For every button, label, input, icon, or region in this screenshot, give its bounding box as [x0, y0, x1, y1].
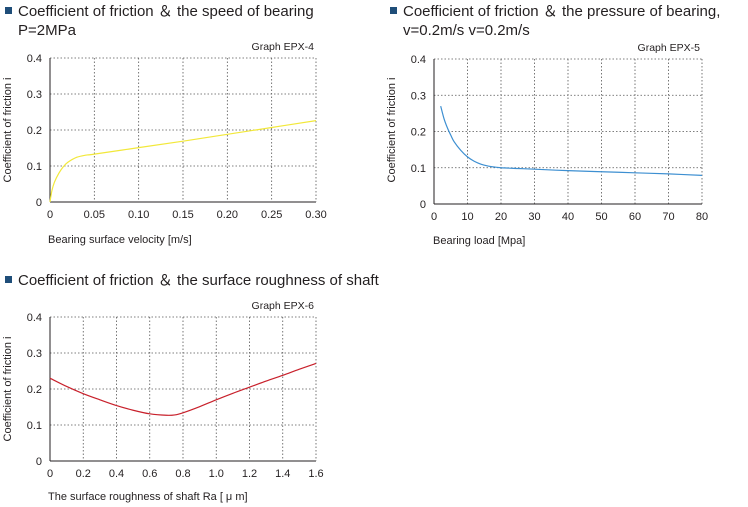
y-tick-label: 0.3: [411, 90, 426, 102]
chart-epx5-heading-line2: v=0.2m/s v=0.2m/s: [403, 22, 530, 39]
y-tick-label: 0.4: [27, 53, 42, 65]
y-tick-label: 0: [36, 197, 42, 209]
y-tick-label: 0.2: [27, 384, 42, 396]
x-tick-label: 0.6: [142, 468, 157, 480]
chart-epx5-heading-line1: Coefficient of friction ＆ the pressure o…: [403, 3, 721, 20]
x-tick-label: 0.30: [305, 209, 326, 221]
x-tick-label: 0.2: [76, 468, 91, 480]
chart-epx4-heading-line2: P=2MPa: [18, 22, 76, 39]
x-axis-label: Bearing surface velocity [m/s]: [48, 234, 192, 246]
x-tick-label: 0.10: [128, 209, 149, 221]
y-axis-label: Coefficient of friction i: [386, 78, 398, 183]
graph-label: Graph EPX-4: [252, 41, 315, 53]
y-tick-label: 0.4: [411, 54, 426, 66]
series-line: [49, 120, 317, 203]
x-tick-label: 40: [562, 211, 574, 223]
y-tick-label: 0: [420, 199, 426, 211]
x-tick-label: 0.05: [84, 209, 105, 221]
x-tick-label: 1.4: [275, 468, 290, 480]
bullet-icon: [5, 276, 12, 283]
series-line: [440, 105, 703, 176]
x-tick-label: 0.20: [217, 209, 238, 221]
chart-epx6-heading: Coefficient of friction ＆ the surface ro…: [5, 271, 379, 290]
chart-epx4-heading-line1: Coefficient of friction ＆ the speed of b…: [18, 3, 314, 20]
x-tick-label: 1.0: [209, 468, 224, 480]
chart-epx6-heading-line1: Coefficient of friction ＆ the surface ro…: [18, 272, 379, 289]
series-line: [49, 362, 317, 416]
y-tick-label: 0.3: [27, 89, 42, 101]
y-tick-label: 0.4: [27, 312, 42, 324]
x-tick-label: 50: [595, 211, 607, 223]
bullet-icon: [390, 7, 397, 14]
x-axis-label: The surface roughness of shaft Ra [ μ m]: [48, 491, 248, 503]
chart-epx4-heading: Coefficient of friction ＆ the speed of b…: [5, 2, 314, 40]
graph-label: Graph EPX-5: [638, 42, 701, 54]
y-tick-label: 0: [36, 456, 42, 468]
x-tick-label: 20: [495, 211, 507, 223]
y-tick-label: 0.3: [27, 348, 42, 360]
x-tick-label: 80: [696, 211, 708, 223]
x-tick-label: 0.15: [172, 209, 193, 221]
x-tick-label: 0.8: [175, 468, 190, 480]
x-tick-label: 1.2: [242, 468, 257, 480]
x-tick-label: 0.4: [109, 468, 124, 480]
x-tick-label: 0.25: [261, 209, 282, 221]
x-axis-label: Bearing load [Mpa]: [433, 235, 525, 247]
x-tick-label: 0: [47, 468, 53, 480]
x-tick-label: 10: [461, 211, 473, 223]
x-tick-label: 0: [431, 211, 437, 223]
graph-label: Graph EPX-6: [252, 300, 315, 312]
x-tick-label: 0: [47, 209, 53, 221]
x-tick-label: 60: [629, 211, 641, 223]
y-axis-label: Coefficient of friction i: [2, 78, 14, 183]
y-tick-label: 0.2: [411, 127, 426, 139]
x-tick-label: 70: [662, 211, 674, 223]
y-tick-label: 0.1: [27, 161, 42, 173]
x-tick-label: 1.6: [308, 468, 323, 480]
bullet-icon: [5, 7, 12, 14]
y-axis-label: Coefficient of friction i: [2, 337, 14, 442]
y-tick-label: 0.2: [27, 125, 42, 137]
chart-epx5-heading: Coefficient of friction ＆ the pressure o…: [390, 2, 720, 40]
y-tick-label: 0.1: [27, 420, 42, 432]
y-tick-label: 0.1: [411, 163, 426, 175]
x-tick-label: 30: [528, 211, 540, 223]
